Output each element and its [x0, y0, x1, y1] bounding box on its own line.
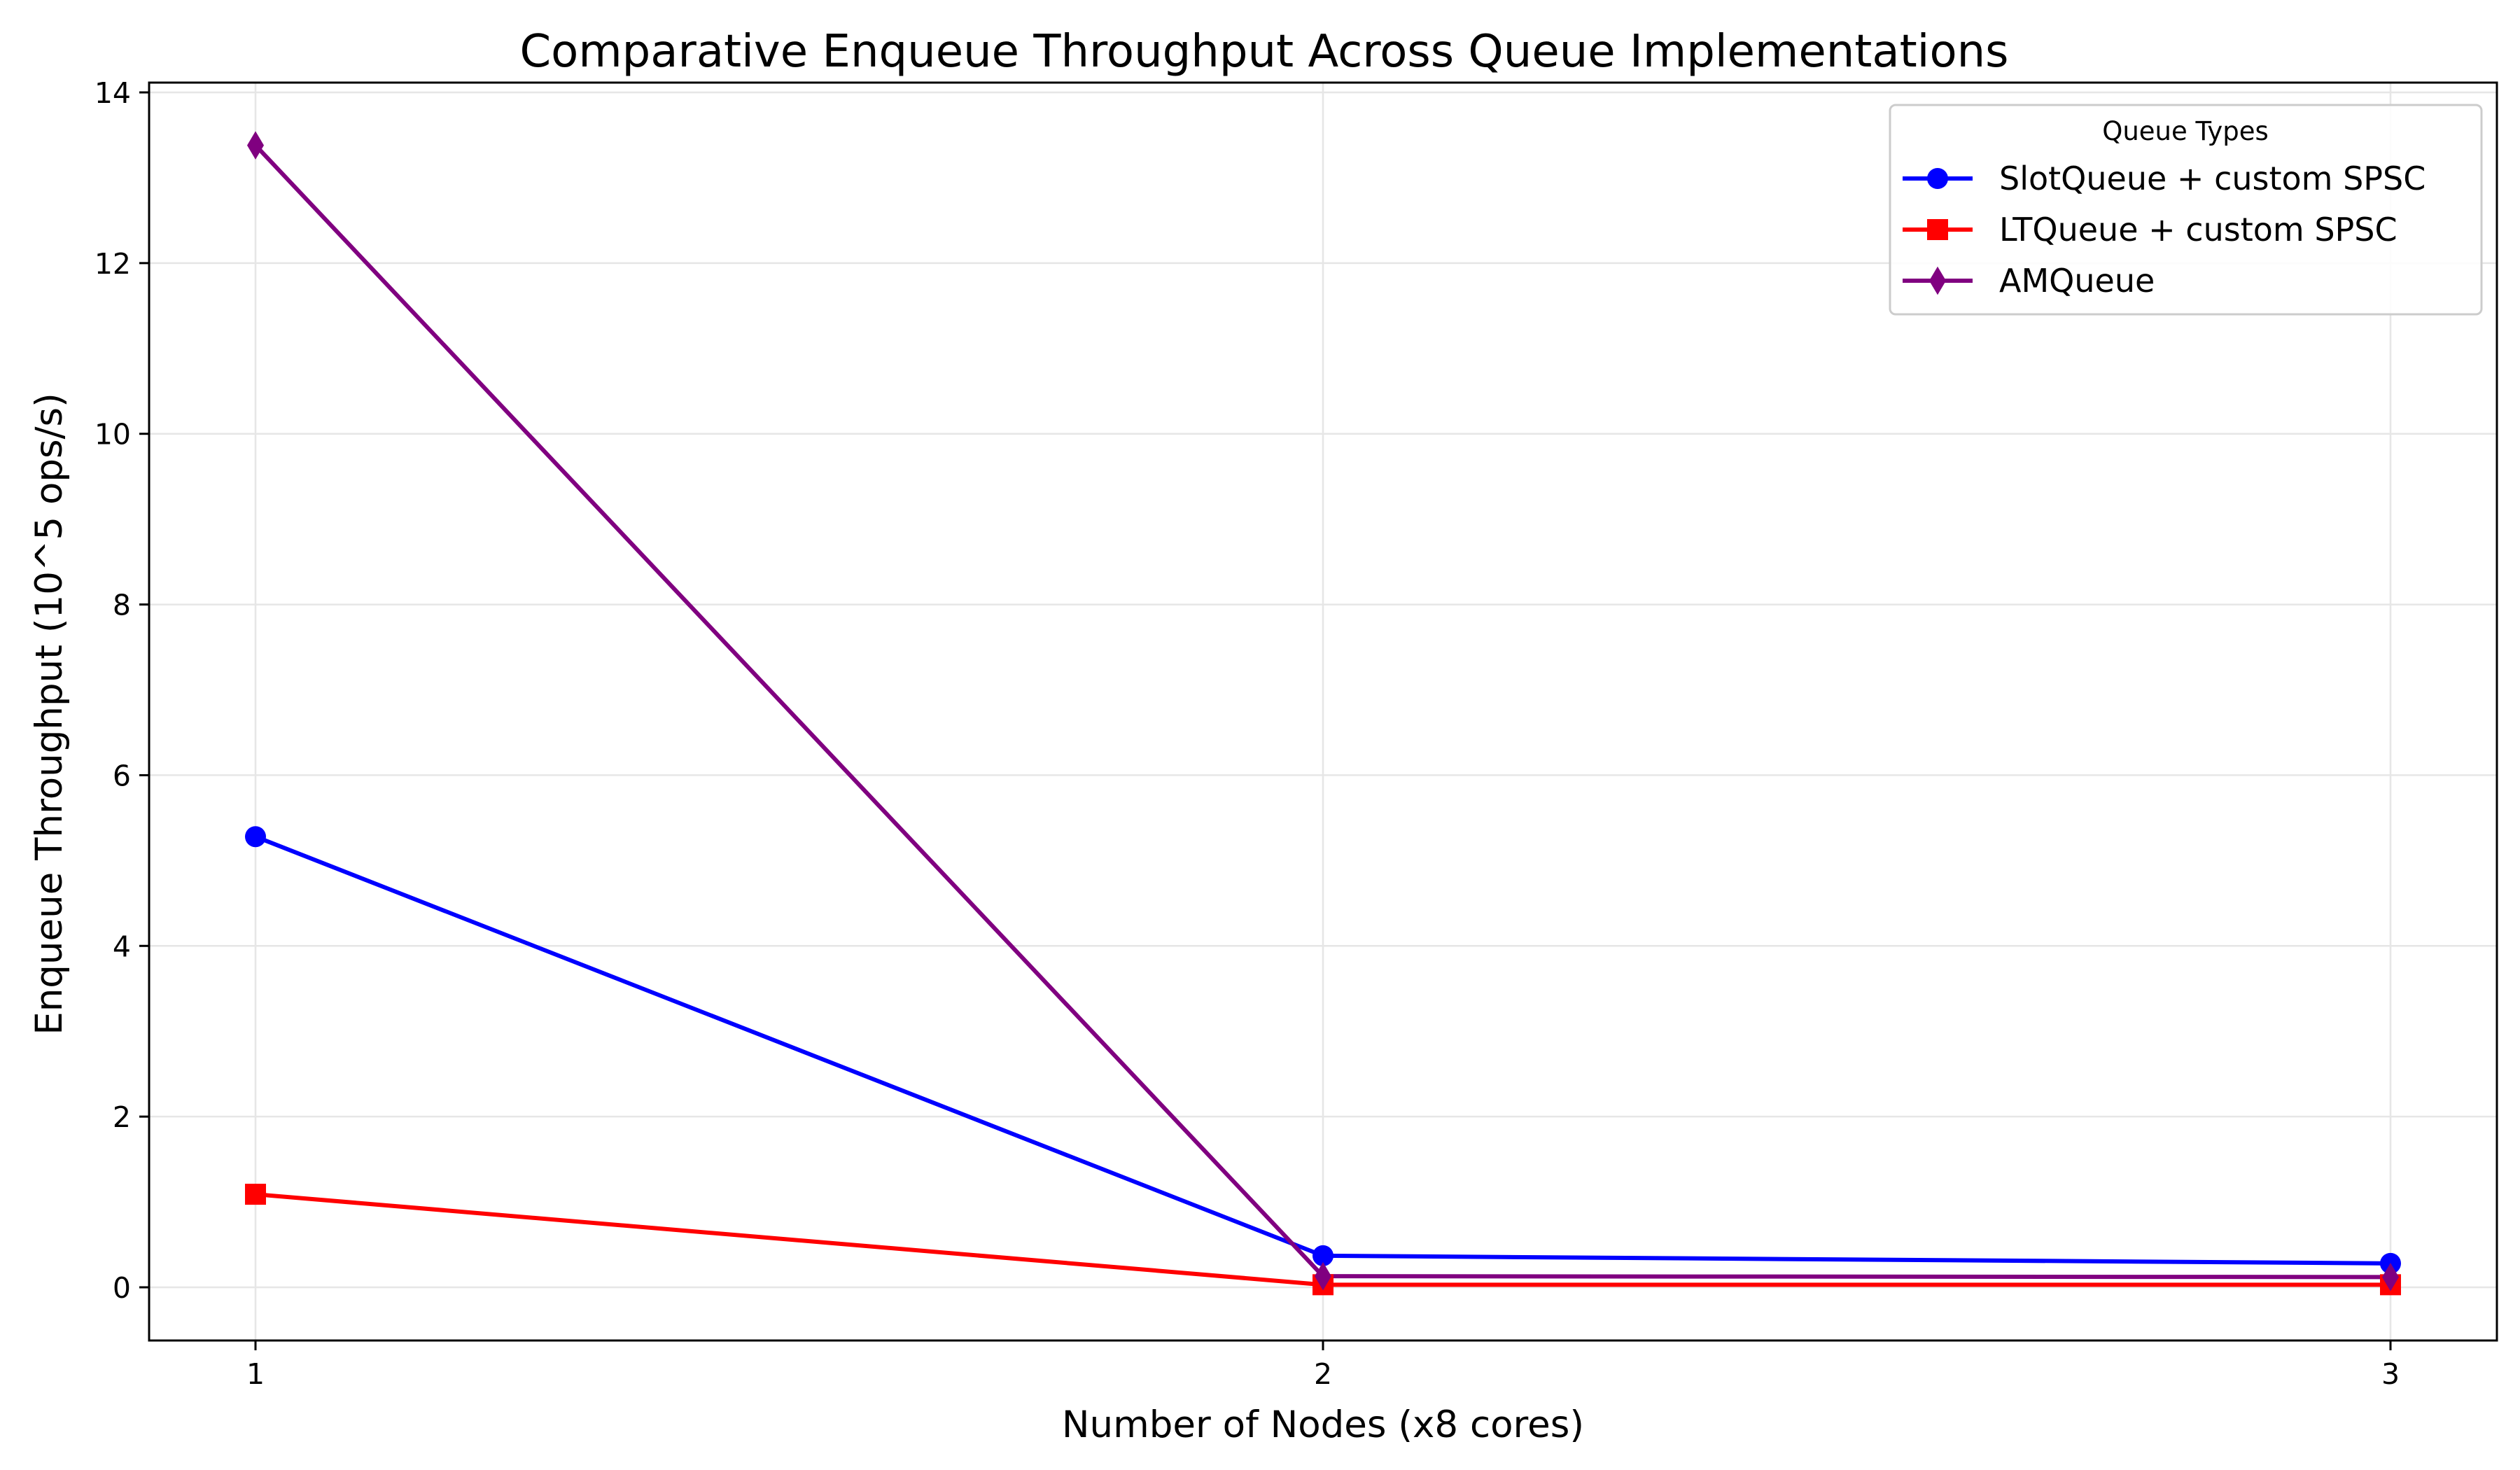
x-axis-ticks: 1 2 3: [246, 1340, 2400, 1391]
y-tick-label: 8: [113, 589, 131, 622]
legend-title: Queue Types: [2102, 116, 2269, 146]
y-tick-label: 4: [113, 930, 131, 963]
y-tick-label: 0: [113, 1271, 131, 1305]
y-tick-label: 12: [94, 247, 131, 281]
y-axis-title: Enqueue Throughput (10^5 ops/s): [28, 393, 71, 1035]
legend-label: LTQueue + custom SPSC: [1999, 211, 2398, 248]
chart-title: Comparative Enqueue Throughput Across Qu…: [519, 26, 2008, 78]
x-tick-label: 3: [2381, 1357, 2400, 1391]
series-markers: [245, 131, 2401, 1296]
y-axis-ticks: 0 2 4 6 8 10 12 14: [94, 76, 149, 1305]
legend-label: SlotQueue + custom SPSC: [1999, 160, 2426, 197]
y-tick-label: 10: [94, 418, 131, 451]
data-point-series-1: [245, 826, 266, 848]
legend-swatch-marker: [1927, 219, 1948, 240]
legend-label: AMQueue: [1999, 262, 2155, 300]
y-tick-label: 6: [113, 759, 131, 792]
x-tick-label: 2: [1314, 1357, 1332, 1391]
data-point-series-3: [2382, 1263, 2399, 1292]
data-point-series-2: [245, 1184, 266, 1205]
y-tick-label: 14: [94, 76, 131, 110]
legend-swatch-marker: [1929, 266, 1946, 295]
legend-items: SlotQueue + custom SPSC LTQueue + custom …: [1903, 160, 2426, 300]
data-point-series-3: [1315, 1261, 1331, 1291]
legend-box: [1889, 104, 2483, 316]
legend-swatch-marker: [1927, 168, 1948, 189]
data-point-series-3: [247, 131, 264, 160]
legend: Queue Types SlotQueue + custom SPSC LTQue…: [1889, 104, 2483, 316]
x-tick-label: 1: [246, 1357, 265, 1391]
data-point-series-1: [1312, 1245, 1334, 1266]
y-tick-label: 2: [113, 1100, 131, 1134]
x-axis-title: Number of Nodes (x8 cores): [1062, 1404, 1584, 1446]
